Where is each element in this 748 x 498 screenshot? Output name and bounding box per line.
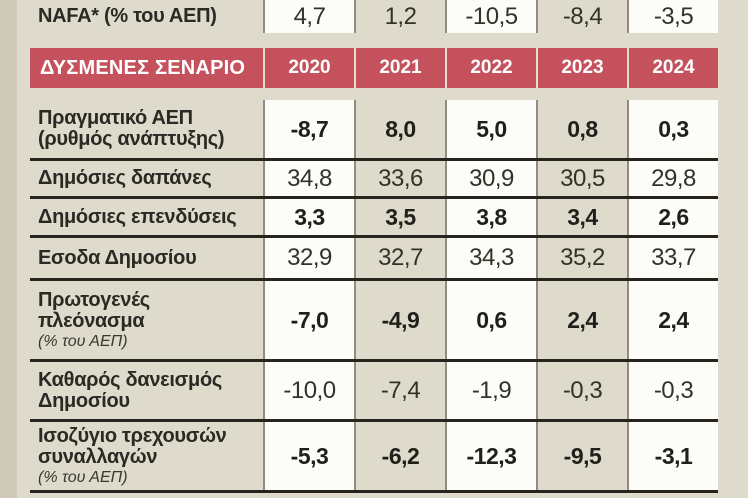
value-cell-2022: -12,3 <box>445 422 536 490</box>
value-cell-2021: 3,5 <box>354 199 445 235</box>
row-label: Πραγματικό ΑΕΠ (ρυθμός ανάπτυξης) <box>30 100 263 158</box>
economic-scenario-table: NAFA* (% του ΑΕΠ) 4,7 1,2 -10,5 -8,4 -3,… <box>30 0 718 493</box>
table-row-net-borrowing: Καθαρός δανεισμός Δημοσίου -10,0 -7,4 -1… <box>30 362 718 422</box>
table-row-public-spending: Δημόσιες δαπάνες 34,8 33,6 30,9 30,5 29,… <box>30 161 718 199</box>
row-label-line1: Δημόσιες δαπάνες <box>38 167 212 189</box>
spacer <box>30 33 718 48</box>
row-label: Δημόσιες δαπάνες <box>30 161 263 196</box>
value-cell-2021: 32,7 <box>354 238 445 278</box>
row-label-line1: Καθαρός δανεισμός <box>38 368 222 391</box>
table-row-current-account: Ισοζύγιο τρεχουσών συναλλαγών (% του ΑΕΠ… <box>30 422 718 493</box>
value-cell-2022: 5,0 <box>445 100 536 158</box>
table-title-cell: ΔΥΣΜΕΝΕΣ ΣΕΝΑΡΙΟ <box>30 48 263 88</box>
year-header-2021: 2021 <box>354 48 445 88</box>
spacer <box>30 88 718 100</box>
table-header-row: ΔΥΣΜΕΝΕΣ ΣΕΝΑΡΙΟ 2020 2021 2022 2023 202… <box>30 48 718 88</box>
value-cell-2022: 3,8 <box>445 199 536 235</box>
value-cell-2024: 2,6 <box>627 199 718 235</box>
row-label-line1: Δημόσιες επενδύσεις <box>38 205 237 228</box>
value-cell-2022: 34,3 <box>445 238 536 278</box>
page-left-edge-strip <box>0 0 17 498</box>
value-cell-2021: 8,0 <box>354 100 445 158</box>
year-header-2022: 2022 <box>445 48 536 88</box>
row-label: Δημόσιες επενδύσεις <box>30 199 263 235</box>
value-cell-2020: 32,9 <box>263 238 354 278</box>
value-cell-2023: -9,5 <box>536 422 627 490</box>
value-cell-2023: 35,2 <box>536 238 627 278</box>
value-cell-2024: 33,7 <box>627 238 718 278</box>
row-label-line2: πλεόνασμα <box>38 309 145 332</box>
row-label-text: NAFA* (% του ΑΕΠ) <box>38 5 217 27</box>
value-cell-2022: -10,5 <box>445 0 536 33</box>
table-title: ΔΥΣΜΕΝΕΣ ΣΕΝΑΡΙΟ <box>40 56 246 79</box>
value-cell-2020: -5,3 <box>263 422 354 490</box>
value-cell-2022: -1,9 <box>445 362 536 419</box>
row-label-line1: Εσοδα Δημοσίου <box>38 246 197 269</box>
value-cell-2024: 0,3 <box>627 100 718 158</box>
value-cell-2023: 3,4 <box>536 199 627 235</box>
value-cell-2024: -3,1 <box>627 422 718 490</box>
year-header-2023: 2023 <box>536 48 627 88</box>
value-cell-2021: 1,2 <box>354 0 445 33</box>
value-cell-2020: -10,0 <box>263 362 354 419</box>
value-cell-2020: 4,7 <box>263 0 354 33</box>
value-cell-2020: 34,8 <box>263 161 354 196</box>
value-cell-2022: 30,9 <box>445 161 536 196</box>
year-header-2024: 2024 <box>627 48 718 88</box>
value-cell-2023: -0,3 <box>536 362 627 419</box>
value-cell-2023: -8,4 <box>536 0 627 33</box>
row-label-line2: Δημοσίου <box>38 389 130 412</box>
value-cell-2024: 29,8 <box>627 161 718 196</box>
table-row-state-revenues: Εσοδα Δημοσίου 32,9 32,7 34,3 35,2 33,7 <box>30 238 718 281</box>
value-cell-2023: 2,4 <box>536 281 627 359</box>
value-cell-2021: -7,4 <box>354 362 445 419</box>
value-cell-2020: -7,0 <box>263 281 354 359</box>
value-cell-2024: -3,5 <box>627 0 718 33</box>
value-cell-2021: -4,9 <box>354 281 445 359</box>
value-cell-2020: -8,7 <box>263 100 354 158</box>
value-cell-2024: -0,3 <box>627 362 718 419</box>
row-label: Ισοζύγιο τρεχουσών συναλλαγών (% του ΑΕΠ… <box>30 422 263 490</box>
row-label-line2: συναλλαγών <box>38 445 158 468</box>
row-label-line1: Πρωτογενές <box>38 288 150 311</box>
value-cell-2023: 30,5 <box>536 161 627 196</box>
table-row-real-gdp: Πραγματικό ΑΕΠ (ρυθμός ανάπτυξης) -8,7 8… <box>30 100 718 161</box>
row-label: Καθαρός δανεισμός Δημοσίου <box>30 362 263 419</box>
value-cell-2021: -6,2 <box>354 422 445 490</box>
value-cell-2021: 33,6 <box>354 161 445 196</box>
table-row-public-investment: Δημόσιες επενδύσεις 3,3 3,5 3,8 3,4 2,6 <box>30 199 718 238</box>
row-label-line1: Πραγματικό ΑΕΠ <box>38 107 193 129</box>
value-cell-2024: 2,4 <box>627 281 718 359</box>
row-label: Πρωτογενές πλεόνασμα (% του ΑΕΠ) <box>30 281 263 359</box>
value-cell-2020: 3,3 <box>263 199 354 235</box>
row-label-note: (% του ΑΕΠ) <box>38 332 128 350</box>
value-cell-2022: 0,6 <box>445 281 536 359</box>
row-label-nafa: NAFA* (% του ΑΕΠ) <box>30 0 263 33</box>
row-label-line2: (ρυθμός ανάπτυξης) <box>38 128 225 150</box>
row-label: Εσοδα Δημοσίου <box>30 238 263 278</box>
year-header-2020: 2020 <box>263 48 354 88</box>
table-row-nafa: NAFA* (% του ΑΕΠ) 4,7 1,2 -10,5 -8,4 -3,… <box>30 0 718 33</box>
value-cell-2023: 0,8 <box>536 100 627 158</box>
table-row-primary-surplus: Πρωτογενές πλεόνασμα (% του ΑΕΠ) -7,0 -4… <box>30 281 718 362</box>
row-label-note: (% του ΑΕΠ) <box>38 468 128 486</box>
row-label-line1: Ισοζύγιο τρεχουσών <box>38 424 227 447</box>
